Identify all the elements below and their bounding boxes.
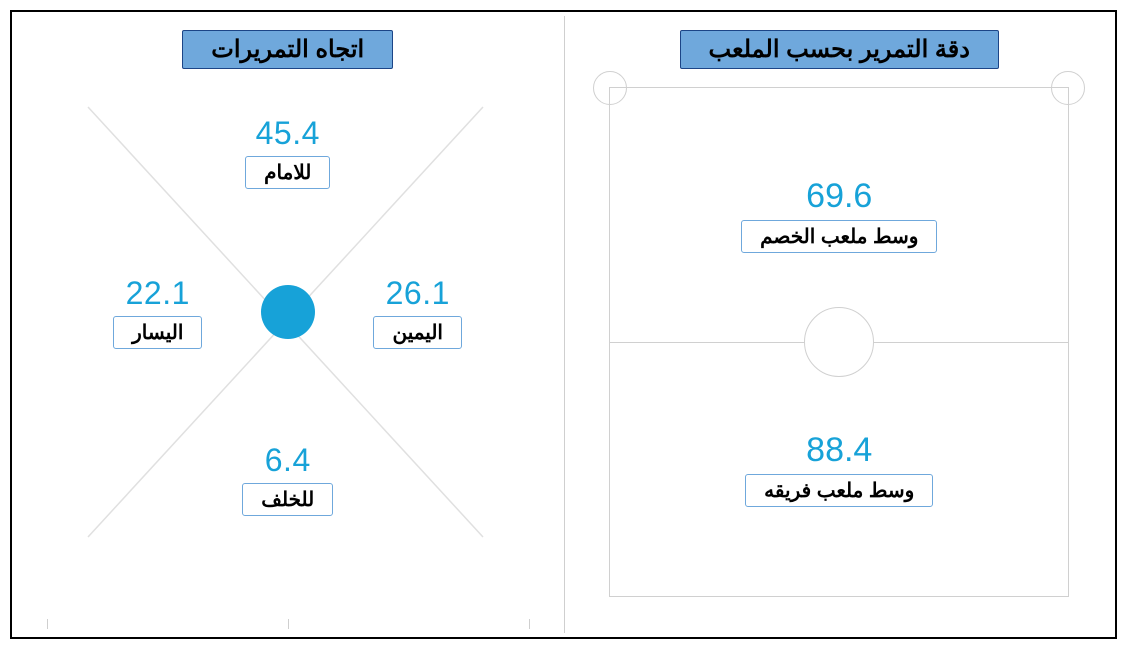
own-half-label: وسط ملعب فريقه (745, 474, 933, 507)
pitch-accuracy-panel: دقة التمرير بحسب الملعب 69.6 وسط ملعب ال… (564, 12, 1116, 637)
direction-back: 6.4 للخلف (208, 442, 368, 516)
pass-direction-title: اتجاه التمريرات (182, 30, 393, 69)
direction-right: 26.1 اليمين (338, 275, 498, 349)
opponent-half: 69.6 وسط ملعب الخصم (610, 88, 1068, 342)
pass-direction-panel: اتجاه التمريرات 45.4 للامام 26.1 اليمين … (12, 12, 564, 637)
own-half-value: 88.4 (806, 431, 872, 470)
opponent-half-value: 69.6 (806, 177, 872, 216)
direction-back-label: للخلف (242, 483, 333, 516)
direction-left-label: اليسار (113, 316, 202, 349)
pitch-accuracy-title: دقة التمرير بحسب الملعب (680, 30, 999, 69)
direction-forward-value: 45.4 (208, 115, 368, 152)
direction-forward: 45.4 للامام (208, 115, 368, 189)
direction-left: 22.1 اليسار (78, 275, 238, 349)
bottom-axis-ticks (42, 617, 534, 629)
own-half: 88.4 وسط ملعب فريقه (610, 342, 1068, 596)
direction-left-value: 22.1 (78, 275, 238, 312)
direction-back-value: 6.4 (208, 442, 368, 479)
direction-right-value: 26.1 (338, 275, 498, 312)
center-dot-icon (261, 285, 315, 339)
stats-frame: اتجاه التمريرات 45.4 للامام 26.1 اليمين … (10, 10, 1117, 639)
opponent-half-label: وسط ملعب الخصم (741, 220, 937, 253)
direction-forward-label: للامام (245, 156, 330, 189)
directions-diagram: 45.4 للامام 26.1 اليمين 22.1 اليسار 6.4 … (48, 87, 528, 587)
direction-right-label: اليمين (373, 316, 462, 349)
pitch-diagram: 69.6 وسط ملعب الخصم 88.4 وسط ملعب فريقه (609, 87, 1069, 597)
